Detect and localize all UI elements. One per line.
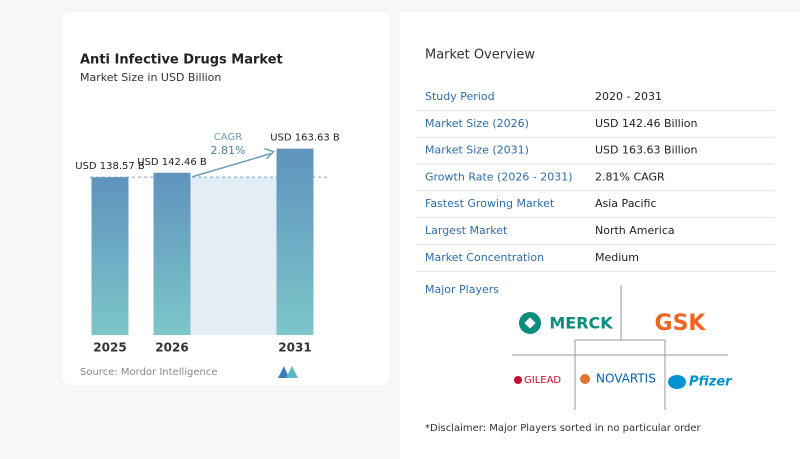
x-tick-label: 2025 [93,341,126,355]
overview-title: Market Overview [425,48,535,63]
bar [276,148,314,335]
source: Source: Mordor Intelligence [80,367,218,378]
row-label: Largest Market [425,224,508,237]
x-tick-label: 2031 [278,341,311,355]
player-logo: Pfizer [689,375,733,390]
growth-area [190,177,277,335]
chart-subtitle: Market Size in USD Billion [80,71,221,84]
row-label: Study Period [425,90,495,103]
row-label: Fastest Growing Market [425,197,555,210]
row-value: USD 142.46 Billion [595,117,697,130]
row-label: Market Size (2031) [425,144,529,157]
value-label: USD 163.63 B [270,133,340,144]
cagr-arrowhead [264,147,275,160]
row-value: Medium [595,251,639,264]
row-value: USD 163.63 Billion [595,144,697,157]
row-value: 2.81% CAGR [595,170,665,183]
cagr-label: CAGR [214,132,242,143]
logo-grid [512,285,728,410]
row-value: 2020 - 2031 [595,90,662,103]
bar [153,172,191,335]
row-label: Market Size (2026) [425,117,529,130]
cagr-arrow [192,152,271,178]
source-logo [278,366,298,378]
player-logo: MERCK [549,314,613,333]
novartis-icon [580,374,590,384]
row-label: Market Concentration [425,251,544,264]
bar [91,177,129,335]
row-value: North America [595,224,675,237]
cagr-value: 2.81% [211,144,246,157]
players-title: Major Players [425,283,499,296]
row-label: Growth Rate (2026 - 2031) [425,170,573,183]
merck-icon [519,312,541,334]
row-value: Asia Pacific [595,197,657,210]
x-tick-label: 2026 [155,341,188,355]
chart-title: Anti Infective Drugs Market [80,53,283,68]
overview-card [400,12,800,459]
player-logo: NOVARTIS [596,372,656,386]
pfizer-icon [668,375,686,389]
value-label: USD 142.46 B [137,157,207,168]
disclaimer: *Disclaimer: Major Players sorted in no … [425,423,702,434]
gilead-icon [514,376,522,384]
player-logo: GSK [655,311,707,336]
value-label: USD 138.57 B [75,161,145,172]
player-logo: GILEAD [524,375,561,386]
